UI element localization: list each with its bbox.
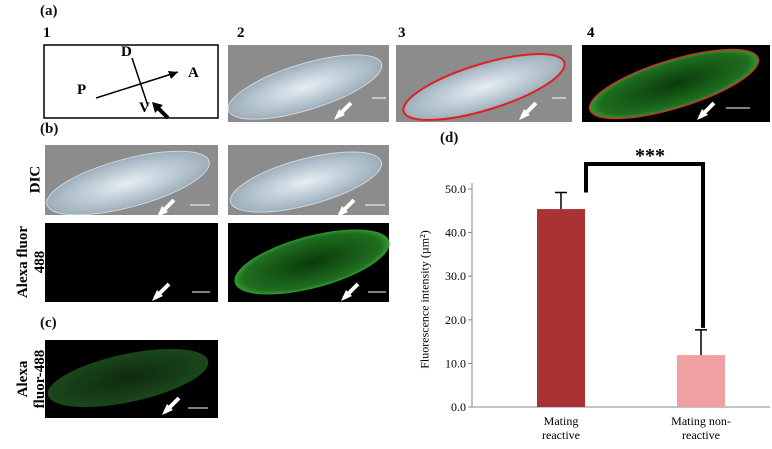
y-tick-label: 0.0 xyxy=(451,400,466,414)
x-tick-label: Mating non-reactive xyxy=(671,414,731,442)
fluorescence-image xyxy=(45,223,218,302)
schematic-box xyxy=(43,44,219,119)
black-arrow xyxy=(152,102,170,120)
row-label: Alexa fluor-488 xyxy=(15,349,48,409)
bar xyxy=(537,209,585,407)
row-label: DIC xyxy=(27,165,44,194)
cell xyxy=(227,54,383,120)
y-tick-label: 30.0 xyxy=(445,269,466,283)
column-number: 2 xyxy=(237,25,245,41)
dv-axis xyxy=(131,57,149,107)
significance-bracket xyxy=(584,162,705,328)
panel-label: (b) xyxy=(40,121,59,137)
error-bar xyxy=(555,191,567,210)
column-number: 3 xyxy=(398,25,406,41)
significance: *** xyxy=(635,145,665,167)
pa-axis xyxy=(95,71,179,99)
panel-label: (c) xyxy=(40,315,57,331)
y-axis-title: Fluorescence intensity (µm²) xyxy=(417,230,432,369)
cell-outlined xyxy=(402,53,566,121)
column-number: 4 xyxy=(587,25,595,41)
y-tick-label: 10.0 xyxy=(445,356,466,370)
panel-label: (a) xyxy=(40,3,58,19)
orientation-label: D xyxy=(121,44,132,60)
bar xyxy=(677,355,725,407)
panel-label: (d) xyxy=(440,130,459,146)
orientation-label: V xyxy=(139,100,150,116)
cell-outlined xyxy=(588,48,760,120)
y-tick-label: 20.0 xyxy=(445,313,466,327)
arrow-head xyxy=(168,71,178,79)
y-tick-label: 40.0 xyxy=(445,226,466,240)
row-label: Alexa fluor 488 xyxy=(15,225,48,299)
orientation-label: P xyxy=(77,82,87,98)
orientation-label: A xyxy=(188,65,199,81)
cell xyxy=(47,348,209,408)
error-bar xyxy=(695,329,707,356)
cell xyxy=(234,229,390,295)
cell xyxy=(229,151,383,213)
x-tick-label: Mating reactive xyxy=(542,414,580,442)
column-number: 1 xyxy=(43,25,51,41)
y-tick-label: 50.0 xyxy=(445,182,466,196)
cell xyxy=(46,150,210,216)
